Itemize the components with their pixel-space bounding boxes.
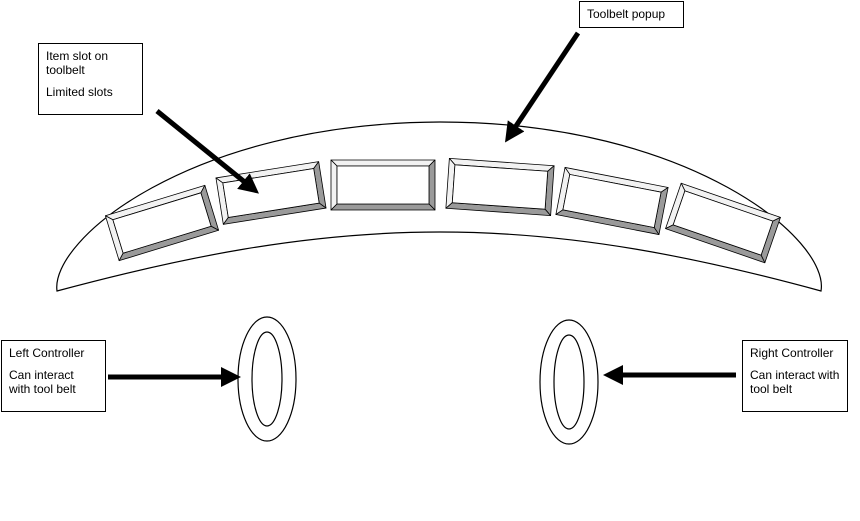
toolbelt-slot-group (105, 157, 781, 264)
toolbelt-item-slot[interactable] (445, 157, 555, 217)
callout-toolbelt-popup-title: Toolbelt popup (587, 7, 666, 21)
toolbelt-popup (56, 121, 822, 292)
arrow-item-slot (155, 109, 259, 194)
callout-left-controller-note: Can interact with tool belt (9, 368, 76, 396)
callout-item-slot-title: Item slot on toolbelt (46, 49, 109, 77)
callout-left-controller-title: Left Controller (9, 346, 85, 360)
toolbelt-item-slot[interactable] (330, 159, 436, 211)
callout-item-slot: Item slot on toolbelt Limited slots (38, 43, 143, 115)
right-controller[interactable] (539, 319, 599, 445)
toolbelt-item-slot[interactable] (555, 167, 669, 235)
callout-right-controller-note: Can interact with tool belt (750, 368, 840, 396)
callout-toolbelt-popup: Toolbelt popup (579, 1, 684, 28)
callout-item-slot-note: Limited slots (46, 85, 113, 99)
callout-left-controller: Left Controller Can interact with tool b… (1, 340, 106, 412)
left-controller[interactable] (237, 316, 297, 442)
callout-right-controller-title: Right Controller (750, 346, 834, 360)
toolbelt-item-slot[interactable] (105, 184, 219, 262)
arrow-toolbelt-popup (505, 31, 581, 143)
toolbelt-item-slot[interactable] (665, 182, 781, 264)
callout-right-controller: Right Controller Can interact with tool … (742, 340, 848, 412)
